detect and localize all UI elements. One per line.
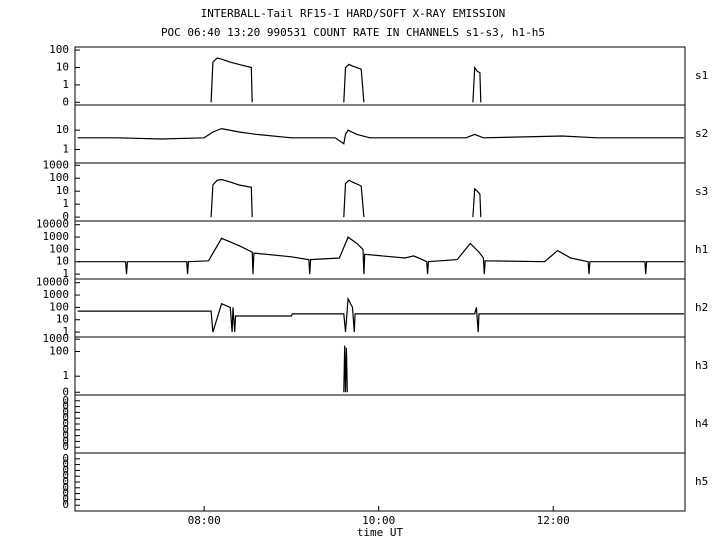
panel-label: h2: [695, 301, 708, 314]
panel-frame: [74, 278, 686, 338]
y-tick-label: 10: [56, 123, 69, 136]
y-tick-label: 10: [56, 60, 69, 73]
y-tick-label: 0: [62, 95, 69, 108]
y-tick-label: 0: [62, 469, 69, 482]
data-line: [77, 127, 685, 145]
panel-frame: [74, 220, 686, 280]
panel-label: s1: [695, 69, 708, 82]
y-tick-label: 1: [62, 369, 69, 382]
y-tick-label: 0: [62, 440, 69, 453]
panel-label: s3: [695, 185, 708, 198]
y-tick-label: 0: [62, 481, 69, 494]
x-tick-label: 12:00: [537, 514, 570, 527]
panel-label: s2: [695, 127, 708, 140]
panel-label: h1: [695, 243, 708, 256]
y-tick-label: 0: [62, 394, 69, 407]
x-tick-label: 08:00: [188, 514, 221, 527]
y-tick-label: 1: [62, 197, 69, 210]
y-tick-label: 0: [62, 400, 69, 413]
y-tick-label: 10: [56, 255, 69, 268]
y-tick-label: 0: [62, 475, 69, 488]
y-tick-label: 0: [62, 417, 69, 430]
y-tick-label: 100: [49, 345, 69, 358]
y-tick-label: 1000: [43, 288, 70, 301]
y-tick-label: 0: [62, 210, 69, 223]
y-tick-label: 0: [62, 423, 69, 436]
y-tick-label: 1000: [43, 158, 70, 171]
y-tick-label: 100: [49, 43, 69, 56]
y-tick-label: 10: [56, 313, 69, 326]
x-tick-label: 10:00: [362, 514, 395, 527]
y-tick-label: 0: [62, 492, 69, 505]
y-tick-label: 10000: [36, 218, 69, 231]
data-line: [343, 345, 348, 393]
y-tick-label: 10: [56, 184, 69, 197]
y-tick-label: 0: [62, 463, 69, 476]
y-tick-label: 0: [62, 458, 69, 471]
y-tick-label: 0: [62, 411, 69, 424]
y-tick-label: 1: [62, 325, 69, 338]
y-tick-label: 1: [62, 267, 69, 280]
data-line: [77, 296, 685, 333]
y-tick-label: 100: [49, 171, 69, 184]
y-tick-label: 0: [62, 498, 69, 511]
y-tick-label: 1: [62, 142, 69, 155]
panel-frame: [74, 104, 686, 164]
y-tick-label: 0: [62, 405, 69, 418]
panel-frame: [74, 394, 686, 454]
data-line: [77, 236, 685, 275]
y-tick-label: 100: [49, 242, 69, 255]
chart-subtitle: POC 06:40 13:20 990531 COUNT RATE IN CHA…: [161, 26, 545, 39]
y-tick-label: 1: [62, 78, 69, 91]
y-tick-label: 10000: [36, 276, 69, 289]
panel-frame: [74, 162, 686, 222]
panel-label: h5: [695, 475, 708, 488]
y-tick-label: 0: [62, 452, 69, 465]
panel-label: h4: [695, 417, 709, 430]
y-tick-label: 0: [62, 434, 69, 447]
panel-frame: [74, 46, 686, 106]
data-line: [210, 178, 482, 218]
y-tick-label: 0: [62, 429, 69, 442]
panel-label: h3: [695, 359, 708, 372]
data-line: [210, 57, 482, 103]
y-tick-label: 1000: [43, 332, 70, 345]
x-axis-label: time UT: [357, 526, 404, 539]
y-tick-label: 1000: [43, 230, 70, 243]
panel-frame: [74, 452, 686, 512]
chart-title: INTERBALL-Tail RF15-I HARD/SOFT X-RAY EM…: [201, 7, 506, 20]
y-tick-label: 0: [62, 487, 69, 500]
y-tick-label: 0: [62, 385, 69, 398]
y-tick-label: 100: [49, 300, 69, 313]
panel-frame: [74, 336, 686, 396]
